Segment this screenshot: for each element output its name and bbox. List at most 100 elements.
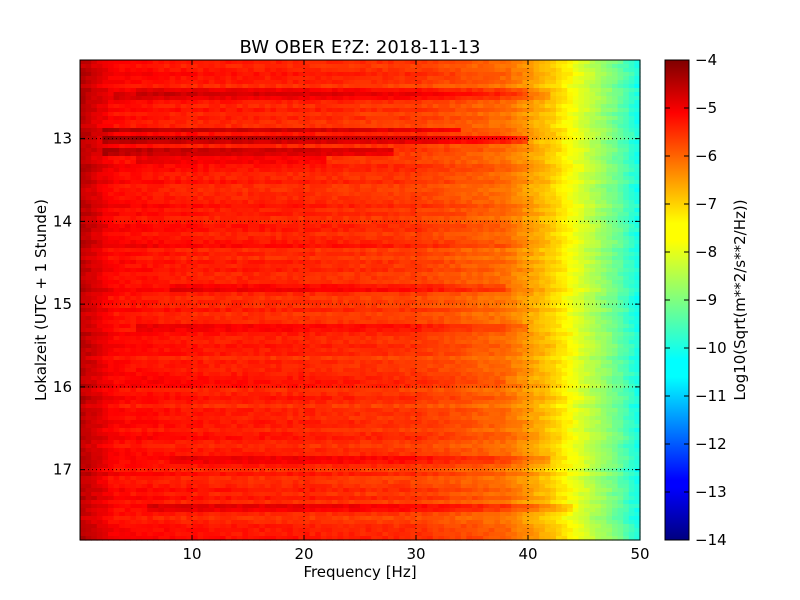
heatmap-cell: [141, 196, 148, 201]
heatmap-cell: [113, 132, 120, 137]
heatmap-cell: [388, 160, 395, 165]
heatmap-cell: [623, 144, 630, 149]
heatmap-cell: [136, 112, 143, 117]
heatmap-cell: [393, 84, 400, 89]
heatmap-cell: [231, 68, 238, 73]
heatmap-cell: [348, 116, 355, 121]
heatmap-cell: [248, 120, 255, 125]
heatmap-cell: [80, 224, 87, 229]
heatmap-cell: [382, 108, 389, 113]
heatmap-cell: [264, 116, 271, 121]
heatmap-cell: [315, 84, 322, 89]
heatmap-cell: [365, 252, 372, 257]
heatmap-cell: [533, 132, 540, 137]
heatmap-cell: [326, 256, 333, 261]
heatmap-cell: [292, 196, 299, 201]
heatmap-cell: [91, 180, 98, 185]
heatmap-cell: [477, 172, 484, 177]
heatmap-cell: [80, 132, 87, 137]
heatmap-cell: [432, 136, 439, 141]
heatmap-cell: [427, 192, 434, 197]
heatmap-cell: [472, 132, 479, 137]
heatmap-cell: [169, 80, 176, 85]
heatmap-cell: [516, 108, 523, 113]
heatmap-cell: [584, 124, 591, 129]
heatmap-cell: [287, 248, 294, 253]
heatmap-cell: [628, 136, 635, 141]
heatmap-cell: [561, 160, 568, 165]
heatmap-cell: [108, 136, 115, 141]
heatmap-cell: [208, 176, 215, 181]
heatmap-cell: [399, 120, 406, 125]
heatmap-cell: [158, 216, 165, 221]
heatmap-cell: [298, 164, 305, 169]
heatmap-cell: [225, 200, 232, 205]
heatmap-cell: [326, 60, 333, 65]
heatmap-cell: [466, 172, 473, 177]
heatmap-cell: [320, 72, 327, 77]
heatmap-cell: [197, 240, 204, 245]
heatmap-cell: [472, 180, 479, 185]
heatmap-cell: [584, 196, 591, 201]
heatmap-cell: [589, 120, 596, 125]
heatmap-cell: [376, 152, 383, 157]
heatmap-cell: [460, 140, 467, 145]
heatmap-cell: [460, 188, 467, 193]
heatmap-cell: [472, 156, 479, 161]
heatmap-cell: [376, 188, 383, 193]
heatmap-cell: [477, 148, 484, 153]
heatmap-cell: [628, 64, 635, 69]
heatmap-cell: [410, 128, 417, 133]
heatmap-cell: [382, 148, 389, 153]
heatmap-cell: [500, 212, 507, 217]
heatmap-cell: [500, 124, 507, 129]
heatmap-cell: [584, 204, 591, 209]
heatmap-cell: [287, 240, 294, 245]
heatmap-cell: [214, 80, 221, 85]
heatmap-cell: [281, 172, 288, 177]
heatmap-cell: [399, 204, 406, 209]
heatmap-cell: [634, 176, 641, 181]
heatmap-cell: [578, 192, 585, 197]
heatmap-cell: [628, 176, 635, 181]
heatmap-cell: [236, 112, 243, 117]
heatmap-cell: [522, 72, 529, 77]
heatmap-cell: [444, 220, 451, 225]
heatmap-cell: [466, 72, 473, 77]
heatmap-cell: [388, 208, 395, 213]
heatmap-cell: [483, 88, 490, 93]
heatmap-cell: [393, 236, 400, 241]
heatmap-cell: [220, 124, 227, 129]
heatmap-cell: [634, 168, 641, 173]
heatmap-cell: [276, 152, 283, 157]
heatmap-cell: [494, 104, 501, 109]
heatmap-cell: [175, 216, 182, 221]
heatmap-cell: [438, 88, 445, 93]
heatmap-cell: [449, 252, 456, 257]
heatmap-cell: [315, 220, 322, 225]
heatmap-cell: [220, 200, 227, 205]
heatmap-cell: [292, 212, 299, 217]
heatmap-cell: [292, 148, 299, 153]
heatmap-cell: [220, 184, 227, 189]
heatmap-cell: [253, 184, 260, 189]
heatmap-cell: [147, 112, 154, 117]
heatmap-cell: [522, 176, 529, 181]
heatmap-cell: [248, 108, 255, 113]
heatmap-cell: [522, 156, 529, 161]
heatmap-cell: [410, 68, 417, 73]
heatmap-cell: [539, 204, 546, 209]
heatmap-cell: [309, 252, 316, 257]
heatmap-cell: [561, 244, 568, 249]
heatmap-cell: [231, 192, 238, 197]
heatmap-cell: [516, 224, 523, 229]
heatmap-cell: [281, 256, 288, 261]
heatmap-cell: [91, 136, 98, 141]
heatmap-cell: [388, 96, 395, 101]
heatmap-cell: [528, 176, 535, 181]
heatmap-cell: [343, 136, 350, 141]
heatmap-cell: [416, 160, 423, 165]
heatmap-cell: [432, 216, 439, 221]
heatmap-cell: [393, 104, 400, 109]
heatmap-cell: [108, 152, 115, 157]
